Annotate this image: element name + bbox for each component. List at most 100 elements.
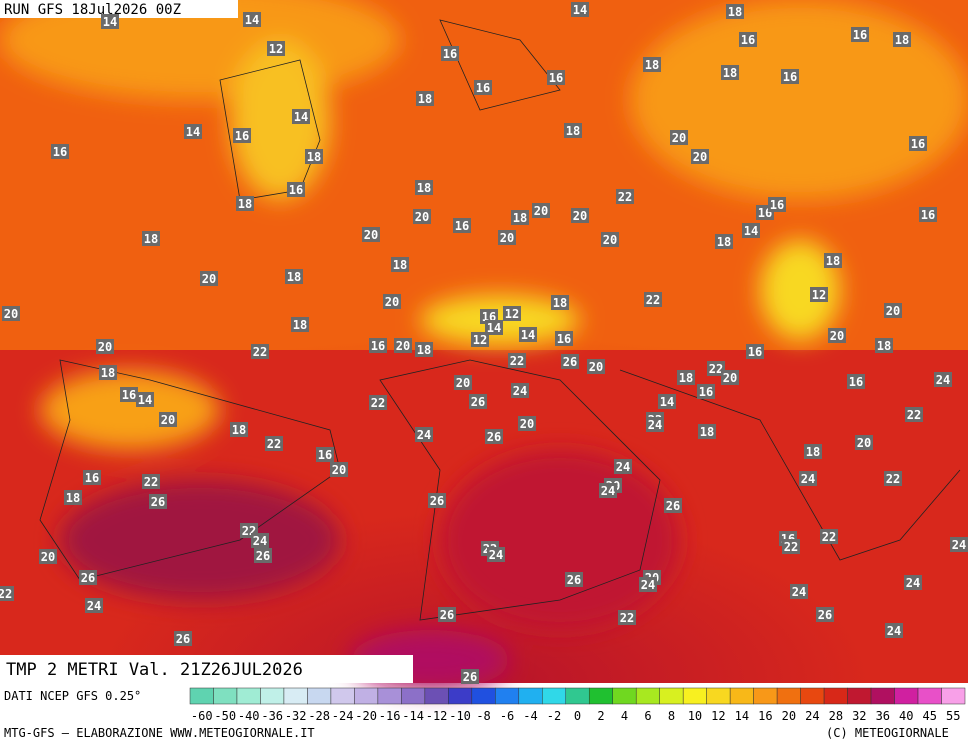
color-box: [659, 687, 684, 705]
run-box: [0, 0, 238, 18]
temp-label: 20: [396, 339, 410, 353]
color-box: [401, 687, 426, 705]
label-box: [782, 539, 800, 554]
temp-label: 20: [456, 376, 470, 390]
label-box: [851, 27, 869, 42]
temp-label: 16: [699, 385, 713, 399]
label-box: [254, 548, 272, 563]
label-box: [83, 470, 101, 485]
colorbar-tick: 12: [711, 709, 725, 723]
temp-label: 26: [471, 395, 485, 409]
temp-label: 18: [679, 371, 693, 385]
label-box: [884, 303, 902, 318]
temp-label: 20: [41, 550, 55, 564]
label-box: [369, 395, 387, 410]
label-box: [454, 375, 472, 390]
label-box: [142, 474, 160, 489]
temp-label: 16: [289, 183, 303, 197]
label-box: [715, 234, 733, 249]
temp-label: 22: [144, 475, 158, 489]
label-box: [291, 317, 309, 332]
color-box: [894, 687, 919, 705]
temp-label: 12: [269, 42, 283, 56]
label-box: [644, 292, 662, 307]
temp-label: 18: [417, 181, 431, 195]
label-box: [884, 471, 902, 486]
label-box: [616, 189, 634, 204]
temp-label: 20: [672, 131, 686, 145]
color-box: [283, 687, 308, 705]
color-box: [823, 687, 848, 705]
label-box: [909, 136, 927, 151]
temp-label: 18: [645, 58, 659, 72]
temp-label: 22: [0, 587, 12, 601]
color-box: [307, 687, 332, 705]
label-box: [101, 14, 119, 29]
temp-label: 20: [886, 304, 900, 318]
label-box: [233, 128, 251, 143]
temp-label: 18: [66, 491, 80, 505]
color-box: [213, 687, 238, 705]
temp-label: 18: [717, 235, 731, 249]
temp-label: 14: [138, 393, 152, 407]
label-box: [136, 392, 154, 407]
label-box: [200, 271, 218, 286]
temp-label: 16: [911, 137, 925, 151]
color-box: [330, 687, 355, 705]
temp-label: 24: [253, 534, 267, 548]
label-box: [950, 537, 968, 552]
temp-label: 20: [500, 231, 514, 245]
label-box: [739, 32, 757, 47]
label-box: [287, 182, 305, 197]
label-box: [658, 394, 676, 409]
colorbar-tick: 36: [876, 709, 890, 723]
temp-label: 20: [415, 210, 429, 224]
label-box: [547, 70, 565, 85]
label-box: [485, 320, 503, 335]
temp-label: 16: [549, 71, 563, 85]
colorbar-tick: 40: [899, 709, 913, 723]
label-box: [565, 572, 583, 587]
label-box: [601, 232, 619, 247]
label-box: [511, 210, 529, 225]
label-box: [875, 338, 893, 353]
temp-label: 16: [770, 198, 784, 212]
label-box: [618, 610, 636, 625]
temp-label: 22: [267, 437, 281, 451]
temp-label: 12: [812, 288, 826, 302]
label-box: [498, 230, 516, 245]
temp-label: 26: [81, 571, 95, 585]
color-box: [565, 687, 590, 705]
temp-label: 16: [741, 33, 755, 47]
temp-label: 18: [307, 150, 321, 164]
label-box: [799, 471, 817, 486]
color-box: [495, 687, 520, 705]
colorbar-tick: -8: [476, 709, 490, 723]
temp-label: 24: [417, 428, 431, 442]
temp-label: 16: [476, 81, 490, 95]
temp-label: 16: [455, 219, 469, 233]
temp-label: 24: [936, 373, 950, 387]
label-box: [416, 91, 434, 106]
color-box: [682, 687, 707, 705]
label-box: [39, 549, 57, 564]
label-box: [804, 444, 822, 459]
label-box: [564, 123, 582, 138]
colorbar-tick: -40: [238, 709, 260, 723]
temp-label: 18: [418, 92, 432, 106]
color-box: [612, 687, 637, 705]
label-box: [646, 417, 664, 432]
colorbar-tick: -6: [500, 709, 514, 723]
temp-label: 14: [660, 395, 674, 409]
colorbar: -60 -50 -40 -36 -32 -28 -24 -20 -16 -14 -12 -10 -8 -6…: [189, 687, 966, 723]
colorbar-tick: 0: [574, 709, 581, 723]
label-box: [99, 365, 117, 380]
temp-label: 24: [887, 624, 901, 638]
temp-label: 18: [566, 124, 580, 138]
label-box: [267, 41, 285, 56]
colorbar-tick: -28: [308, 709, 330, 723]
label-box: [828, 328, 846, 343]
label-box: [415, 427, 433, 442]
label-box: [316, 447, 334, 462]
